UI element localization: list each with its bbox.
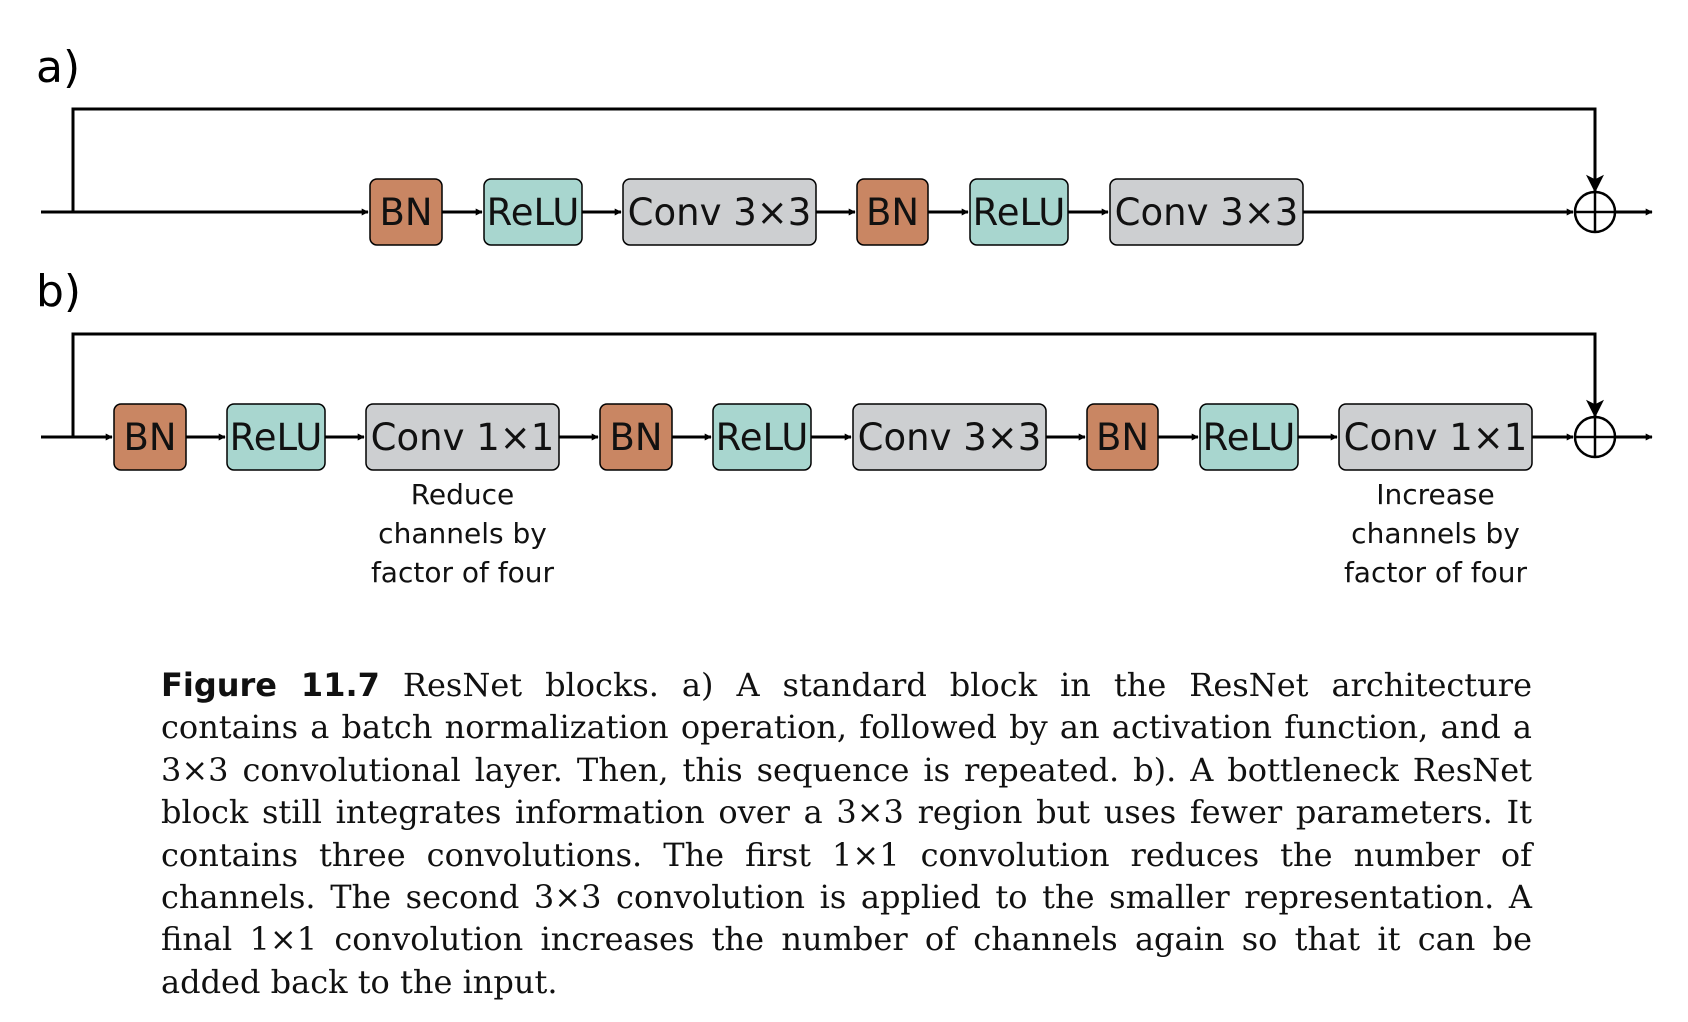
panel-a-label: a) xyxy=(36,42,80,93)
caption-text: ResNet blocks. a) A standard block in th… xyxy=(161,666,1533,1001)
block-note-line: Reduce xyxy=(411,478,515,511)
conv-block-label: Conv 3×3 xyxy=(628,191,812,234)
relu-block-label: ReLU xyxy=(230,416,323,459)
block-note-line: factor of four xyxy=(371,556,555,589)
conv-block-label: Conv 3×3 xyxy=(1115,191,1299,234)
panel-a-plus-node xyxy=(1573,190,1617,234)
panel-b-blocks: BN ReLU Conv 1×1 Reduce channels by factor of… xyxy=(41,403,1653,589)
block-note-line: Increase xyxy=(1376,478,1495,511)
bn-block-label: BN xyxy=(379,191,432,234)
relu-block-label: ReLU xyxy=(716,416,809,459)
conv-block-label: Conv 1×1 xyxy=(1344,416,1528,459)
conv-block-label: Conv 3×3 xyxy=(858,416,1042,459)
resnet-blocks-diagram: a) BN ReLU Conv 3×3 BN ReLU Conv 3×3 b) BN ReL… xyxy=(36,42,1653,589)
relu-block-label: ReLU xyxy=(1203,416,1296,459)
panel-a-skip-connection xyxy=(71,107,1604,212)
bn-block-label: BN xyxy=(1096,416,1149,459)
block-note-line: channels by xyxy=(378,517,547,550)
bn-block-label: BN xyxy=(609,416,662,459)
bn-block-label: BN xyxy=(866,191,919,234)
bn-block-label: BN xyxy=(123,416,176,459)
figure-caption: Figure 11.7 ResNet blocks. a) A standard… xyxy=(161,664,1532,1003)
relu-block-label: ReLU xyxy=(973,191,1066,234)
block-note-line: channels by xyxy=(1351,517,1520,550)
conv-block-label: Conv 1×1 xyxy=(371,416,555,459)
panel-b-label: b) xyxy=(36,266,81,317)
block-note-line: factor of four xyxy=(1344,556,1528,589)
relu-block-label: ReLU xyxy=(487,191,580,234)
panel-b-skip-connection xyxy=(71,332,1604,437)
figure-label: Figure 11.7 xyxy=(161,666,380,704)
panel-a-blocks: BN ReLU Conv 3×3 BN ReLU Conv 3×3 xyxy=(41,178,1653,246)
panel-b-plus-node xyxy=(1573,415,1617,459)
